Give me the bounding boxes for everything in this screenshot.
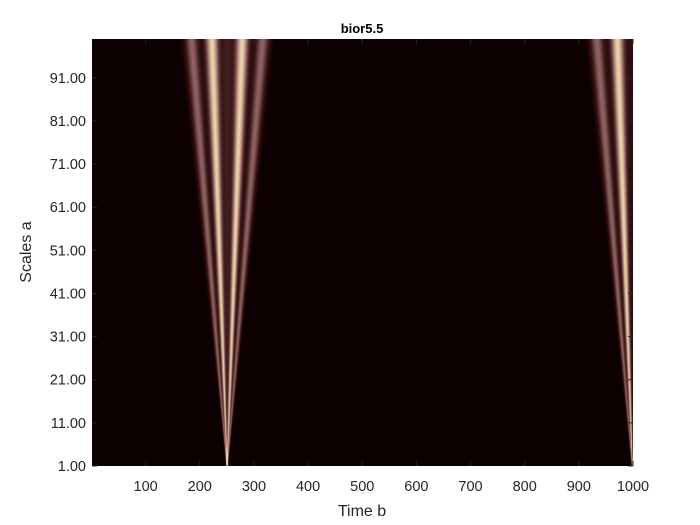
x-tick-label: 1000 (617, 479, 649, 495)
x-tick-label: 900 (567, 479, 591, 495)
x-tick-label: 400 (296, 479, 320, 495)
x-tick-label: 300 (242, 479, 266, 495)
heatmap-image (92, 39, 633, 466)
y-tick-label: 1.00 (58, 459, 86, 475)
y-tick-label: 41.00 (50, 286, 86, 302)
chart-title: bior5.5 (341, 21, 384, 36)
y-tick-label: 91.00 (50, 71, 86, 87)
y-tick-label: 81.00 (50, 114, 86, 130)
x-tick-label: 800 (513, 479, 537, 495)
y-tick-label: 31.00 (50, 330, 86, 346)
y-tick-label: 61.00 (50, 200, 86, 216)
y-tick-label: 51.00 (50, 243, 86, 259)
y-axis-label: Scales a (18, 221, 35, 282)
y-tick-label: 11.00 (51, 416, 86, 432)
y-tick-label: 71.00 (50, 157, 86, 173)
x-tick-label: 600 (404, 479, 428, 495)
y-tick-label: 21.00 (50, 373, 86, 389)
x-axis-label: Time b (338, 503, 386, 520)
x-tick-label: 700 (458, 479, 482, 495)
x-tick-label: 100 (134, 479, 158, 495)
x-tick-label: 200 (188, 479, 212, 495)
y-axis-ticks: 1.00 11.00 21.00 31.00 41.00 51.00 61.00 71.00 8… (50, 71, 633, 475)
x-tick-label: 500 (350, 479, 374, 495)
x-axis-ticks: 100 200 300 400 500 600 700 800 900 1000 (134, 39, 649, 495)
